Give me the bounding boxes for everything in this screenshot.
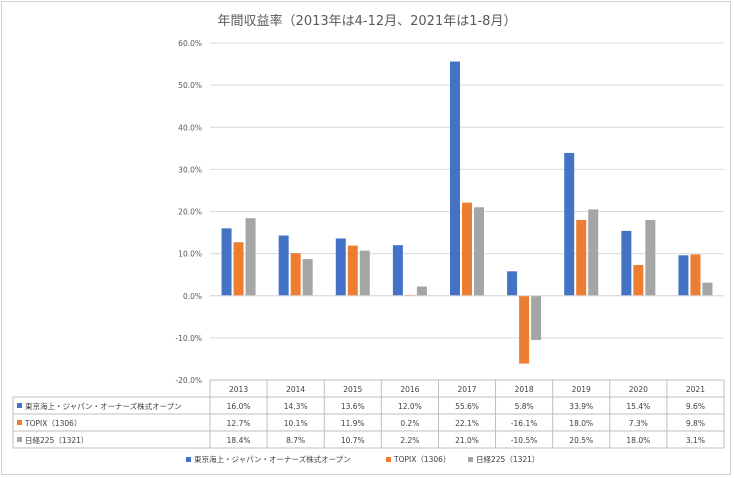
- data-label: 55.6%: [455, 402, 479, 411]
- data-label: 9.6%: [686, 402, 705, 411]
- bar: [564, 152, 575, 296]
- table-series-label: TOPIX（1306）: [24, 419, 81, 428]
- bar: [633, 264, 644, 296]
- y-tick-label: 60.0%: [178, 39, 202, 48]
- bar: [507, 271, 518, 296]
- bar: [531, 295, 542, 340]
- table-series-label: 東京海上・ジャパン・オーナーズ株式オープン: [25, 401, 182, 411]
- bar: [690, 254, 701, 296]
- bar: [347, 245, 358, 296]
- bar: [702, 282, 713, 296]
- data-label: 10.7%: [341, 436, 365, 445]
- table-series-label: 日経225（1321）: [25, 435, 88, 445]
- bar: [245, 218, 256, 296]
- table-legend-key: [17, 437, 22, 442]
- x-tick-label: 2017: [457, 385, 476, 394]
- data-label: 11.9%: [341, 419, 365, 428]
- chart-title: 年間収益率（2013年は4-12月、2021年は1-8月）: [217, 14, 517, 29]
- bar: [221, 228, 232, 296]
- x-tick-label: 2014: [286, 385, 305, 394]
- legend-label: 東京海上・ジャパン・オーナーズ株式オープン: [194, 454, 351, 464]
- data-label: 5.8%: [515, 402, 534, 411]
- y-tick-label: -10.0%: [175, 334, 202, 343]
- data-label: 21.0%: [455, 436, 479, 445]
- table-legend-key: [17, 420, 22, 425]
- bar: [462, 202, 472, 296]
- data-label: 8.7%: [286, 436, 305, 445]
- data-label: 20.5%: [569, 436, 593, 445]
- legend-label: 日経225（1321）: [476, 454, 539, 464]
- x-tick-label: 2016: [400, 385, 419, 394]
- data-label: 7.3%: [629, 419, 648, 428]
- data-label: 12.7%: [227, 419, 251, 428]
- data-label: 13.6%: [341, 402, 365, 411]
- bar: [645, 219, 656, 296]
- data-label: 22.1%: [455, 419, 479, 428]
- y-tick-label: 40.0%: [178, 123, 202, 132]
- legend-key: [386, 457, 391, 462]
- data-label: 12.0%: [398, 402, 422, 411]
- x-tick-label: 2021: [686, 385, 705, 394]
- data-label: -16.1%: [511, 419, 538, 428]
- data-label: 33.9%: [569, 402, 593, 411]
- bar: [278, 235, 289, 296]
- table-legend-key: [17, 403, 22, 408]
- data-label: 2.2%: [400, 436, 419, 445]
- y-tick-label: 20.0%: [178, 208, 202, 217]
- bar: [474, 207, 484, 296]
- bar: [450, 61, 460, 296]
- data-label: 16.0%: [227, 402, 251, 411]
- data-label: 14.3%: [284, 402, 308, 411]
- data-label: 15.4%: [626, 402, 650, 411]
- bar: [290, 253, 301, 296]
- x-tick-label: 2020: [629, 385, 648, 394]
- y-tick-label: 10.0%: [178, 250, 202, 259]
- bar: [621, 230, 632, 296]
- data-label: 18.4%: [227, 436, 251, 445]
- data-label: 18.0%: [626, 436, 650, 445]
- x-tick-label: 2018: [515, 385, 534, 394]
- y-tick-label: 50.0%: [178, 81, 202, 90]
- legend-key: [468, 457, 473, 462]
- data-label: 0.2%: [400, 419, 419, 428]
- x-tick-label: 2015: [343, 385, 362, 394]
- legend-key: [186, 457, 191, 462]
- data-label: 9.8%: [686, 419, 705, 428]
- x-tick-label: 2013: [229, 385, 248, 394]
- data-label: 18.0%: [569, 419, 593, 428]
- bar: [576, 219, 587, 296]
- y-tick-label: 0.0%: [183, 292, 202, 301]
- legend-label: TOPIX（1306）: [393, 455, 450, 464]
- bar: [678, 255, 689, 296]
- data-label: 3.1%: [686, 436, 705, 445]
- y-tick-label: -20.0%: [175, 376, 202, 385]
- data-label: 10.1%: [284, 419, 308, 428]
- bar: [519, 295, 530, 364]
- bar: [392, 245, 403, 296]
- bar: [588, 209, 599, 296]
- x-tick-label: 2019: [572, 385, 591, 394]
- data-label: -10.5%: [511, 436, 538, 445]
- bar: [233, 242, 244, 296]
- bar: [416, 286, 427, 296]
- y-tick-label: 30.0%: [178, 165, 202, 174]
- bar: [302, 259, 313, 296]
- bar: [335, 238, 346, 296]
- bar: [359, 250, 370, 296]
